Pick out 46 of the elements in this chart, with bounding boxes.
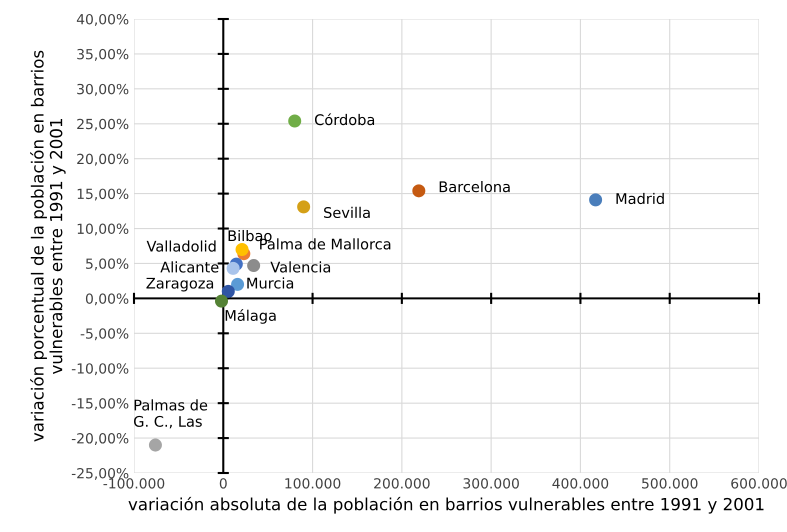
y-tick-label: 15,00% (78, 188, 128, 201)
y-tick-label: 20,00% (77, 154, 128, 166)
series-label: Barcelona (440, 180, 510, 192)
point (214, 294, 228, 308)
point (288, 114, 302, 128)
x-tick-label: 100.000 (285, 478, 340, 489)
x-tick-label: 500.000 (642, 478, 698, 489)
series-label: Sevilla (324, 206, 370, 218)
point (412, 184, 426, 198)
y-tick-label: 30,00% (77, 84, 128, 96)
x-tick-label: 600.000 (731, 478, 787, 489)
y-axis-title: variación porcentual de la población en barrios vulnerables entre 1991 y 2001 (30, 50, 66, 442)
x-tick-label: -100.000 (103, 478, 164, 489)
point (231, 278, 244, 291)
y-tick-label: 35,00% (77, 48, 128, 61)
x-tick-label: 300.000 (463, 478, 519, 489)
series-label: Alicante (160, 261, 218, 273)
x-tick-label: 0 (220, 478, 227, 489)
y-tick-label: -25,00% (72, 468, 128, 480)
point (148, 438, 162, 452)
y-tick-label: 10,00% (78, 224, 128, 236)
point (226, 262, 240, 275)
series-label: Madrid (616, 192, 664, 204)
series-label: Valencia (270, 261, 330, 273)
point (222, 284, 235, 298)
series-label: Córdoba (314, 113, 374, 126)
point (247, 259, 260, 272)
point (297, 200, 310, 214)
series-label: Murcia (247, 277, 294, 289)
y-tick-label: -10,00% (72, 363, 128, 376)
y-tick-label: 25,00% (77, 118, 128, 131)
x-tick-label: 400.000 (552, 478, 608, 489)
y-tick-label: 40,00% (76, 14, 128, 26)
y-tick-label: 5,00% (86, 258, 128, 270)
y-tick-label: -15,00% (72, 398, 128, 410)
point (236, 242, 249, 256)
x-tick-label: 200.000 (374, 478, 430, 489)
y-tick-label: -5,00% (80, 328, 128, 340)
y-tick-label: 0,00% (86, 293, 128, 306)
y-tick-label: -20,00% (72, 433, 128, 445)
series-label: Málaga (226, 309, 276, 324)
series-label: Valladolid (146, 240, 216, 252)
point (589, 193, 602, 206)
series-label: Zaragoza (146, 278, 214, 292)
x-axis-title: variación absoluta de la población en barrios vulnerables entre 1991 y 2001 (128, 496, 764, 514)
series-label: Palmas de G. C., Las (134, 399, 208, 428)
